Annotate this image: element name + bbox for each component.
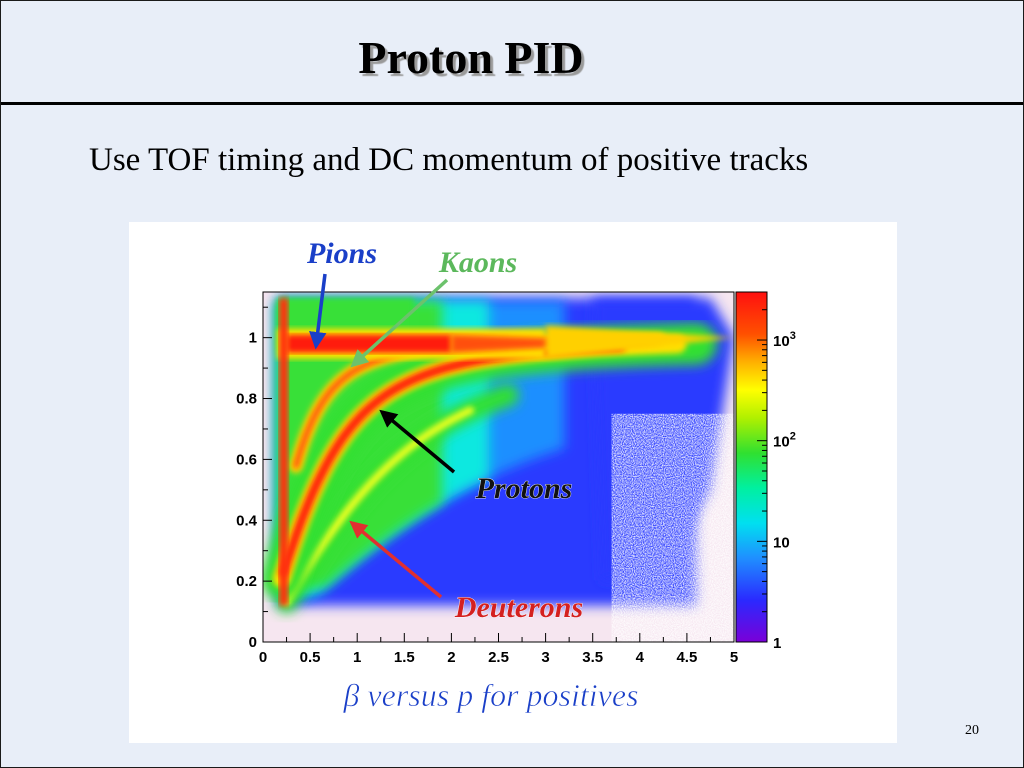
x-tick-label: 2: [447, 649, 455, 666]
x-tick-label: 1.5: [394, 649, 415, 666]
y-tick-label: 0.4: [236, 512, 258, 529]
pions-label: Pions: [306, 237, 377, 270]
x-tick-label: 4.5: [676, 649, 697, 666]
x-tick-label: 2.5: [488, 649, 509, 666]
chart-caption: β versus p for positives: [342, 677, 638, 713]
y-tick-label: 0.6: [236, 451, 257, 468]
y-tick-label: 0: [249, 634, 257, 651]
kaons-arrow: [350, 278, 449, 368]
density-speckle: [611, 413, 734, 642]
y-tick-label: 0.2: [236, 573, 257, 590]
y-tick-label: 1: [249, 330, 257, 347]
page-number: 20: [965, 723, 979, 738]
colorbar: [735, 291, 768, 643]
pion-band-core: [286, 334, 452, 353]
x-tick-label: 0.5: [300, 649, 321, 666]
pions-arrow: [309, 273, 327, 350]
x-tick-label: 0: [259, 649, 267, 666]
x-tick-label: 4: [636, 649, 645, 666]
deuterons-label: Deuterons: [454, 591, 583, 624]
deuteron-band-core: [282, 406, 475, 606]
body-text: Use TOF timing and DC momentum of positi…: [89, 142, 809, 178]
beta-vs-p-chart: 0 0.5 1 1.5 2 2.5 3 3.5 4 4.5 5 0 0.2 0.4 0.6 0.8 1 1 10 1…: [236, 237, 796, 714]
heatmap-density: [263, 298, 734, 642]
colorbar-tick-label: 1: [773, 635, 781, 652]
pion-band-end: [545, 325, 734, 359]
protons-label: Protons: [475, 472, 573, 505]
x-tick-label: 5: [730, 649, 738, 666]
x-tick-label: 3.5: [582, 649, 603, 666]
deuterons-arrow: [349, 520, 443, 599]
x-tick-label: 3: [541, 649, 549, 666]
slide-title: Proton PID: [358, 32, 584, 83]
protons-arrow: [379, 409, 456, 474]
x-tick-label: 1: [353, 649, 361, 666]
kaons-label: Kaons: [438, 246, 517, 279]
y-tick-label: 0.8: [236, 391, 257, 408]
band-annotations: Pions Kaons Protons Deuterons: [306, 237, 584, 625]
colorbar-tick-label: 103: [773, 330, 796, 350]
low-momentum-edge: [279, 298, 289, 606]
colorbar-tick-label: 102: [773, 431, 796, 451]
colorbar-tick-label: 10: [773, 534, 790, 551]
title-bar: Proton PID: [1, 1, 1023, 105]
chart-figure: 0 0.5 1 1.5 2 2.5 3 3.5 4 4.5 5 0 0.2 0.4 0.6 0.8 1 1 10 1…: [129, 222, 897, 743]
axis-ticks: 0 0.5 1 1.5 2 2.5 3 3.5 4 4.5 5 0 0.2 0.4 0.6 0.8 1: [236, 306, 738, 666]
